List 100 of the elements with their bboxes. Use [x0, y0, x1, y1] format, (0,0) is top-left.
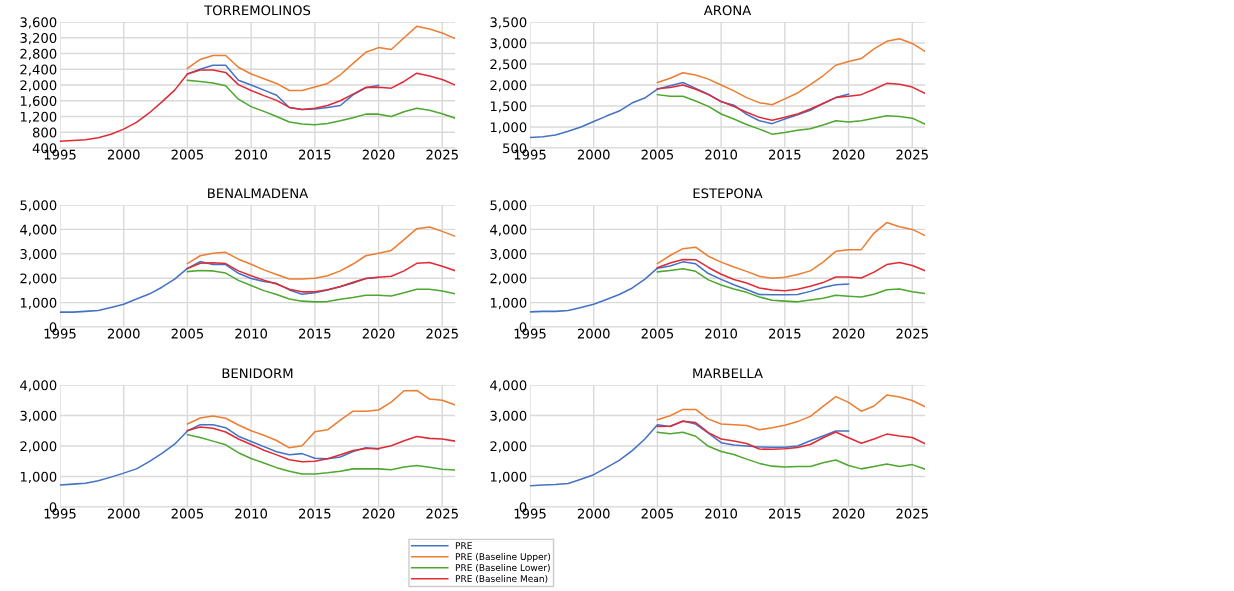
line-series — [656, 431, 925, 470]
x-tick-label: 2020 — [832, 508, 865, 519]
line-series — [186, 426, 455, 463]
x-tick-label: 2015 — [299, 328, 331, 339]
line-series — [186, 433, 455, 475]
y-tick-label: 2,000 — [490, 273, 527, 285]
y-tick-label: 3,000 — [490, 38, 527, 50]
legend-label: PRE (Baseline Upper) — [455, 553, 551, 562]
y-tick-label: 5,000 — [20, 200, 57, 212]
y-tick-label: 4,000 — [490, 224, 527, 236]
y-tick-label: 3,000 — [20, 249, 57, 261]
y-tick-label: 800 — [32, 127, 57, 138]
x-tick-label: 2010 — [235, 149, 268, 160]
y-tick-label: 2,000 — [20, 273, 57, 285]
line-series — [656, 221, 925, 279]
y-tick-label: 1,000 — [490, 122, 527, 134]
line-series — [656, 258, 925, 292]
x-tick-label: 2025 — [426, 328, 458, 339]
line-series — [186, 261, 455, 293]
x-tick-label: 2005 — [641, 508, 674, 519]
y-tick-label: 3,500 — [490, 17, 527, 29]
x-tick-label: 2020 — [832, 328, 865, 339]
x-tick-label: 2005 — [171, 149, 204, 160]
line-series — [656, 394, 925, 431]
x-tick-label: 2025 — [426, 508, 458, 519]
y-tick-label: 3,000 — [490, 249, 527, 261]
chart-title: ESTEPONA — [693, 188, 763, 199]
x-tick-label: 2010 — [705, 328, 738, 339]
y-tick-label: 1,500 — [490, 101, 527, 113]
x-tick-label: 2000 — [107, 508, 140, 519]
x-tick-label: 2000 — [577, 149, 610, 160]
y-tick-label: 3,200 — [20, 32, 57, 45]
x-tick-label: 2005 — [171, 508, 204, 519]
x-tick-label: 2005 — [641, 328, 674, 339]
legend-label: PRE (Baseline Lower) — [455, 564, 550, 573]
x-tick-label: 2000 — [107, 328, 140, 339]
x-tick-label: 2020 — [832, 149, 865, 160]
line-series — [186, 79, 455, 126]
chart-title: MARBELLA — [693, 368, 763, 379]
y-tick-label: 2,500 — [490, 59, 527, 71]
line-series — [530, 261, 850, 313]
x-tick-label: 2000 — [107, 149, 140, 160]
y-tick-label: 1,200 — [20, 111, 57, 124]
x-tick-label: 2010 — [235, 328, 268, 339]
line-series — [656, 82, 925, 122]
x-tick-label: 2025 — [896, 508, 928, 519]
line-series — [186, 226, 455, 280]
x-tick-label: 2000 — [577, 508, 610, 519]
y-tick-label: 4,000 — [490, 380, 527, 392]
y-tick-label: 3,000 — [20, 410, 57, 423]
x-tick-label: 2025 — [896, 149, 928, 160]
y-tick-label: 3,600 — [20, 17, 57, 29]
x-tick-label: 2015 — [769, 508, 801, 519]
y-tick-label: 2,000 — [20, 441, 57, 453]
legend-label: PRE — [455, 542, 472, 549]
x-tick-label: 2010 — [705, 149, 738, 160]
y-tick-label: 4,000 — [20, 380, 57, 392]
x-tick-label: 2015 — [769, 328, 801, 339]
y-tick-label: 2,000 — [490, 80, 527, 92]
x-tick-label: 2025 — [896, 328, 928, 339]
line-series — [60, 69, 455, 143]
x-tick-label: 2010 — [235, 508, 268, 519]
y-tick-label: 2,400 — [20, 64, 57, 76]
x-tick-label: 2015 — [769, 149, 801, 160]
x-tick-label: 2005 — [171, 328, 204, 339]
y-tick-label: 3,000 — [490, 410, 527, 423]
y-tick-label: 5,000 — [490, 200, 527, 212]
line-series — [186, 64, 380, 111]
line-series — [530, 420, 850, 487]
y-tick-label: 2,800 — [20, 48, 57, 61]
x-tick-label: 2010 — [705, 508, 738, 519]
y-tick-label: 1,000 — [490, 471, 527, 484]
chart-title: TORREMOLINOS — [204, 5, 311, 16]
x-tick-label: 2020 — [362, 328, 395, 339]
line-series — [186, 269, 455, 303]
y-tick-label: 2,000 — [20, 80, 57, 92]
x-tick-label: 2015 — [299, 149, 331, 160]
x-tick-label: 2015 — [299, 508, 331, 519]
y-tick-label: 1,600 — [20, 95, 57, 108]
x-tick-label: 2005 — [641, 149, 674, 160]
chart-title: ARONA — [703, 5, 752, 16]
line-series — [656, 38, 925, 106]
line-series — [656, 267, 925, 303]
x-tick-label: 2020 — [362, 508, 395, 519]
line-series — [186, 25, 455, 92]
y-tick-label: 4,000 — [20, 224, 57, 236]
x-tick-label: 2000 — [577, 328, 610, 339]
chart-title: BENALMADENA — [208, 188, 309, 199]
y-tick-label: 1,000 — [490, 297, 527, 310]
line-series — [656, 93, 925, 135]
x-tick-label: 2020 — [362, 149, 395, 160]
y-tick-label: 1,000 — [20, 471, 57, 484]
chart-title: BENIDORM — [222, 368, 293, 379]
y-tick-label: 1,000 — [20, 297, 57, 310]
x-tick-label: 2025 — [426, 149, 458, 160]
line-series — [186, 389, 455, 449]
line-series — [656, 420, 925, 451]
y-tick-label: 2,000 — [490, 441, 527, 453]
line-series — [60, 423, 380, 486]
legend-label: PRE (Baseline Mean) — [455, 575, 548, 584]
